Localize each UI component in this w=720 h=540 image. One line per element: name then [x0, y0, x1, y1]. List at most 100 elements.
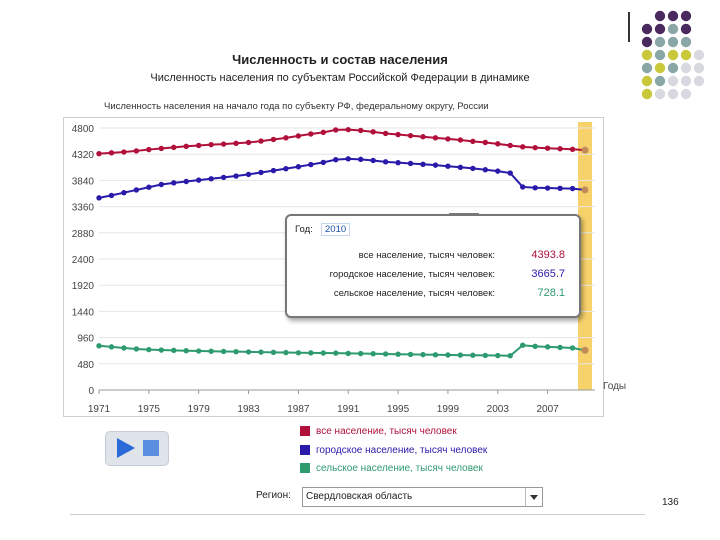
decor-dot — [654, 49, 666, 61]
data-point — [519, 144, 526, 150]
legend-item[interactable]: все население, тысяч человек — [300, 426, 457, 440]
tooltip-row-label: сельское население, тысяч человек: — [333, 288, 495, 299]
data-point — [320, 350, 327, 356]
data-point — [470, 138, 476, 145]
data-point — [507, 353, 513, 359]
y-tick-label: 480 — [77, 360, 94, 371]
decor-dot — [641, 88, 653, 100]
data-point — [133, 148, 140, 154]
data-point — [96, 343, 102, 349]
data-point — [544, 185, 551, 191]
data-point — [270, 167, 277, 174]
legend-item[interactable]: сельское население, тысяч человек — [300, 463, 483, 477]
decor-dot — [680, 49, 692, 61]
data-point — [519, 342, 526, 348]
x-tick-label: 1999 — [437, 404, 460, 415]
data-point — [171, 144, 177, 151]
data-point — [320, 159, 327, 166]
data-point — [482, 167, 489, 173]
legend-swatch — [300, 463, 310, 474]
chevron-down-icon[interactable] — [525, 488, 542, 506]
series-line — [98, 128, 586, 155]
footer-divider — [70, 514, 645, 515]
play-icon[interactable] — [117, 438, 135, 458]
stop-icon[interactable] — [143, 440, 159, 456]
data-point — [320, 129, 327, 136]
data-point — [557, 185, 563, 192]
decor-dot — [667, 88, 679, 100]
data-point — [445, 352, 451, 358]
region-select[interactable]: Свердловская область — [302, 487, 543, 507]
page-subtitle: Численность населения по субъектам Росси… — [150, 72, 530, 84]
legend-item[interactable]: городское население, тысяч человек — [300, 445, 487, 459]
data-point — [395, 159, 401, 166]
data-tooltip: Год: 2010 все население, тысяч человек: … — [285, 213, 581, 318]
tooltip-tab — [449, 213, 479, 216]
x-tick-label: 1991 — [337, 404, 360, 415]
x-tick-label: 1979 — [188, 404, 211, 415]
data-point — [407, 132, 414, 139]
data-point — [308, 350, 314, 356]
decor-dot — [693, 62, 705, 74]
data-point — [395, 131, 401, 138]
data-point — [495, 168, 501, 174]
decor-dot — [654, 36, 666, 48]
data-point — [457, 352, 464, 358]
data-point — [333, 156, 339, 163]
data-point — [345, 156, 351, 162]
tooltip-row-label: все население, тысяч человек: — [358, 250, 495, 261]
y-tick-label: 960 — [77, 334, 94, 345]
data-point — [96, 150, 102, 157]
data-point — [158, 145, 165, 152]
data-point — [495, 141, 501, 147]
data-point — [407, 160, 414, 167]
data-point — [457, 137, 464, 143]
data-point — [470, 165, 476, 172]
data-point — [220, 348, 227, 355]
data-point — [121, 345, 127, 351]
data-point — [382, 351, 389, 357]
decor-dot — [680, 62, 692, 74]
data-point — [357, 156, 364, 163]
series-line — [98, 157, 586, 199]
data-point — [470, 352, 476, 358]
data-point — [557, 344, 563, 351]
decor-dot — [693, 75, 705, 87]
data-point — [532, 144, 538, 151]
decor-dot — [667, 10, 679, 22]
data-point — [183, 348, 189, 354]
decor-dot — [641, 23, 653, 35]
decor-dot — [680, 23, 692, 35]
data-point — [295, 350, 302, 356]
decor-dot — [667, 62, 679, 74]
tooltip-year-value: 2010 — [321, 223, 351, 236]
data-point — [357, 350, 364, 357]
data-point — [357, 127, 364, 134]
decor-dot — [654, 23, 666, 35]
data-point — [195, 142, 202, 149]
legend-label: городское население, тысяч человек — [316, 445, 488, 456]
playback-controls — [105, 431, 169, 466]
region-label: Регион: — [256, 490, 291, 501]
decor-dot — [654, 75, 666, 87]
data-point — [208, 141, 214, 148]
data-point — [507, 170, 513, 176]
y-tick-label: 3840 — [72, 176, 95, 187]
data-point — [258, 138, 264, 144]
decor-dot — [654, 88, 666, 100]
data-point — [569, 345, 576, 351]
data-point — [507, 142, 513, 149]
data-point — [532, 343, 538, 350]
data-point — [432, 352, 439, 358]
data-point — [96, 195, 102, 201]
data-point — [133, 346, 140, 352]
data-point — [581, 146, 589, 154]
data-point — [544, 145, 551, 151]
data-point — [395, 351, 401, 357]
data-point — [382, 130, 389, 137]
data-point — [158, 181, 165, 188]
page-number: 136 — [662, 497, 679, 508]
tooltip-year-label: Год: — [295, 224, 313, 235]
data-point — [482, 139, 489, 146]
